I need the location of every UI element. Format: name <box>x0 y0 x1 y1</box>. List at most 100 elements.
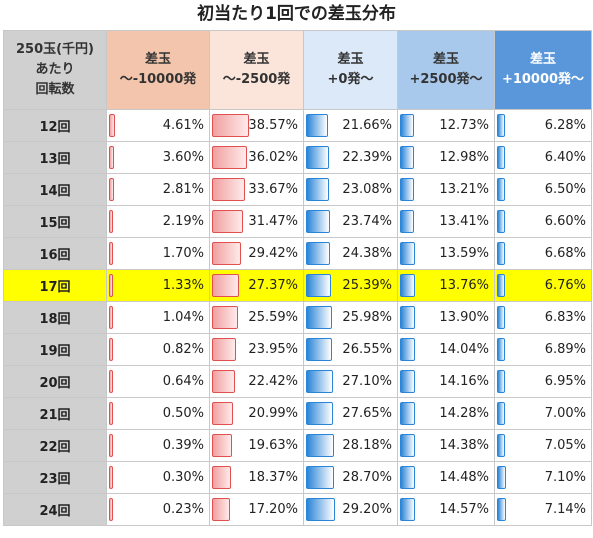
row-label: 23回 <box>3 461 107 494</box>
row-label: 22回 <box>3 429 107 462</box>
value-text: 0.30% <box>162 470 204 485</box>
value-text: 12.98% <box>439 150 489 165</box>
value-text: 29.42% <box>248 246 298 261</box>
positive-bar <box>497 402 505 425</box>
negative-bar <box>109 178 114 201</box>
row-label: 12回 <box>3 109 107 142</box>
negative-bar <box>109 274 113 297</box>
value-cell: 0.64% <box>106 365 210 398</box>
positive-bar <box>497 114 505 137</box>
value-text: 12.73% <box>439 118 489 133</box>
positive-bar <box>306 498 335 521</box>
value-cell: 12.73% <box>397 109 495 142</box>
positive-bar <box>400 370 415 393</box>
value-cell: 7.14% <box>494 493 592 526</box>
positive-bar <box>497 434 505 457</box>
value-text: 2.81% <box>162 182 204 197</box>
value-text: 1.33% <box>162 278 204 293</box>
value-text: 14.04% <box>439 342 489 357</box>
value-text: 29.20% <box>342 502 392 517</box>
column-header: 差玉 ～-10000発 <box>106 30 210 110</box>
positive-bar <box>400 466 415 489</box>
positive-bar <box>400 114 414 137</box>
value-cell: 21.66% <box>303 109 398 142</box>
value-cell: 25.39% <box>303 269 398 302</box>
value-cell: 23.95% <box>209 333 304 366</box>
value-text: 2.19% <box>162 214 204 229</box>
value-cell: 33.67% <box>209 173 304 206</box>
value-cell: 25.98% <box>303 301 398 334</box>
negative-bar <box>109 114 115 137</box>
value-cell: 14.48% <box>397 461 495 494</box>
table-row: 20回 0.64% 22.42% 27.10% 14.16% 6.95% <box>3 365 592 398</box>
negative-bar <box>109 402 113 425</box>
negative-bar <box>212 146 247 169</box>
header-row: 250玉(千円) あたり 回転数 差玉 ～-10000発 差玉 ～-2500発 … <box>3 30 592 110</box>
value-text: 3.60% <box>162 150 204 165</box>
positive-bar <box>306 210 330 233</box>
value-text: 20.99% <box>248 406 298 421</box>
column-header-line1: 差玉 <box>337 52 364 67</box>
value-cell: 0.30% <box>106 461 210 494</box>
value-text: 14.48% <box>439 470 489 485</box>
value-text: 18.37% <box>248 470 298 485</box>
value-text: 28.18% <box>342 438 392 453</box>
table-row: 17回 1.33% 27.37% 25.39% 13.76% 6.76% <box>3 269 592 302</box>
value-text: 23.74% <box>342 214 392 229</box>
negative-bar <box>212 338 236 361</box>
positive-bar <box>306 242 330 265</box>
table-body: 12回 4.61% 38.57% 21.66% 12.73% 6.28% 13回 3.60% 3… <box>3 109 592 526</box>
positive-bar <box>400 274 415 297</box>
negative-bar <box>109 434 113 457</box>
positive-bar <box>306 306 332 329</box>
value-cell: 25.59% <box>209 301 304 334</box>
value-text: 25.98% <box>342 310 392 325</box>
page-title: 初当たり1回での差玉分布 <box>197 4 396 24</box>
value-text: 24.38% <box>342 246 392 261</box>
value-text: 13.90% <box>439 310 489 325</box>
value-cell: 14.04% <box>397 333 495 366</box>
negative-bar <box>212 274 239 297</box>
value-text: 31.47% <box>248 214 298 229</box>
value-cell: 7.05% <box>494 429 592 462</box>
row-label: 13回 <box>3 141 107 174</box>
column-header: 差玉 +0発～ <box>303 30 398 110</box>
value-cell: 38.57% <box>209 109 304 142</box>
value-text: 23.08% <box>342 182 392 197</box>
value-cell: 6.83% <box>494 301 592 334</box>
row-label-header: 250玉(千円) あたり 回転数 <box>3 30 107 110</box>
column-header-line1: 差玉 <box>432 52 459 67</box>
value-cell: 18.37% <box>209 461 304 494</box>
value-cell: 13.59% <box>397 237 495 270</box>
value-cell: 13.41% <box>397 205 495 238</box>
value-cell: 2.19% <box>106 205 210 238</box>
table-row: 21回 0.50% 20.99% 27.65% 14.28% 7.00% <box>3 397 592 430</box>
value-cell: 27.37% <box>209 269 304 302</box>
positive-bar <box>400 306 415 329</box>
value-cell: 23.08% <box>303 173 398 206</box>
value-cell: 14.16% <box>397 365 495 398</box>
positive-bar <box>400 338 415 361</box>
positive-bar <box>400 178 414 201</box>
value-cell: 7.00% <box>494 397 592 430</box>
value-cell: 36.02% <box>209 141 304 174</box>
value-text: 6.76% <box>544 278 586 293</box>
value-text: 25.39% <box>342 278 392 293</box>
positive-bar <box>306 370 333 393</box>
positive-bar <box>497 210 505 233</box>
table-row: 23回 0.30% 18.37% 28.70% 14.48% 7.10% <box>3 461 592 494</box>
value-text: 0.50% <box>162 406 204 421</box>
negative-bar <box>212 306 238 329</box>
value-cell: 13.90% <box>397 301 495 334</box>
negative-bar <box>109 370 113 393</box>
negative-bar <box>109 498 113 521</box>
negative-bar <box>212 434 232 457</box>
positive-bar <box>400 242 415 265</box>
positive-bar <box>497 306 505 329</box>
value-cell: 27.65% <box>303 397 398 430</box>
value-text: 6.60% <box>544 214 586 229</box>
value-cell: 14.57% <box>397 493 495 526</box>
value-text: 7.05% <box>544 438 586 453</box>
value-text: 28.70% <box>342 470 392 485</box>
negative-bar <box>109 146 114 169</box>
